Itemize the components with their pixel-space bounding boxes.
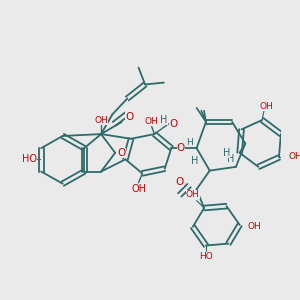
Text: OH: OH: [131, 184, 146, 194]
Text: H: H: [191, 156, 198, 166]
Text: OH: OH: [186, 190, 200, 200]
Text: OH: OH: [247, 222, 261, 231]
Text: H: H: [223, 148, 230, 158]
Text: OH: OH: [288, 152, 300, 161]
Text: HO: HO: [199, 252, 213, 261]
Text: O: O: [176, 177, 184, 187]
Text: OH: OH: [94, 116, 108, 124]
Text: O: O: [125, 112, 133, 122]
Text: H: H: [160, 115, 167, 125]
Text: OH: OH: [260, 101, 274, 110]
Text: O: O: [176, 143, 185, 153]
Text: H: H: [186, 138, 193, 147]
Text: OH: OH: [145, 117, 158, 126]
Text: O: O: [169, 119, 177, 129]
Text: O: O: [118, 148, 126, 158]
Text: HO: HO: [22, 154, 38, 164]
Text: H: H: [226, 154, 234, 164]
